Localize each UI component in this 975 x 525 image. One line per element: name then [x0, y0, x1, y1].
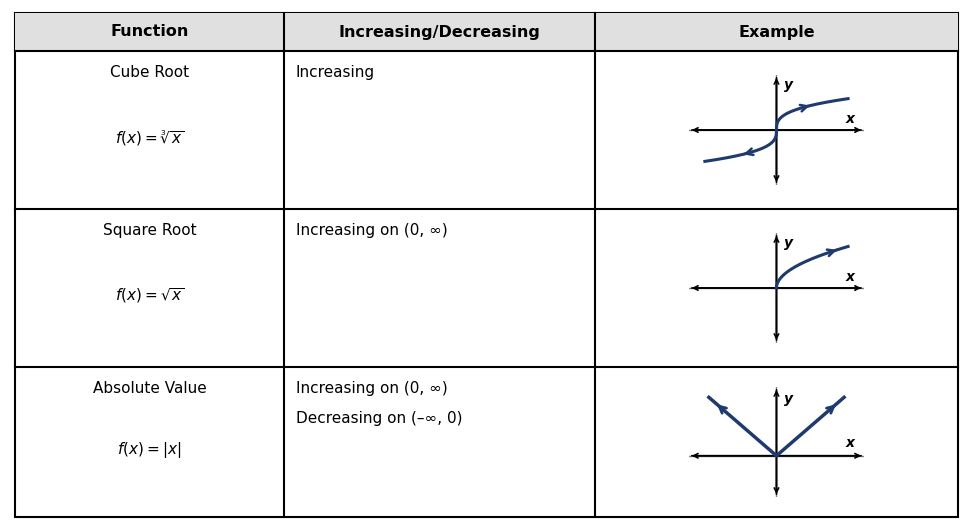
Text: $\bfit{y}$: $\bfit{y}$	[784, 393, 795, 407]
Text: $\bfit{y}$: $\bfit{y}$	[784, 237, 795, 253]
Text: $\bfit{x}$: $\bfit{x}$	[845, 270, 857, 284]
Text: $f(x) = \sqrt[3]{x}$: $f(x) = \sqrt[3]{x}$	[115, 129, 184, 148]
Text: Function: Function	[110, 25, 188, 39]
Text: $f(x) = \sqrt{x}$: $f(x) = \sqrt{x}$	[115, 287, 184, 306]
Text: $\bfit{y}$: $\bfit{y}$	[784, 79, 795, 94]
Text: $f(x) = |x|$: $f(x) = |x|$	[117, 440, 181, 460]
Bar	[15, 13, 958, 51]
Text: Example: Example	[738, 25, 815, 39]
Text: Decreasing on (–∞, 0): Decreasing on (–∞, 0)	[295, 411, 462, 426]
Text: Increasing/Decreasing: Increasing/Decreasing	[338, 25, 540, 39]
Text: $\bfit{x}$: $\bfit{x}$	[845, 436, 857, 450]
Text: Cube Root: Cube Root	[110, 65, 189, 80]
Text: Increasing: Increasing	[295, 65, 374, 80]
Text: Increasing on (0, ∞): Increasing on (0, ∞)	[295, 381, 448, 396]
Text: $\bfit{x}$: $\bfit{x}$	[845, 112, 857, 125]
Text: Square Root: Square Root	[102, 223, 196, 238]
Text: Increasing on (0, ∞): Increasing on (0, ∞)	[295, 223, 448, 238]
Text: Absolute Value: Absolute Value	[93, 381, 207, 396]
